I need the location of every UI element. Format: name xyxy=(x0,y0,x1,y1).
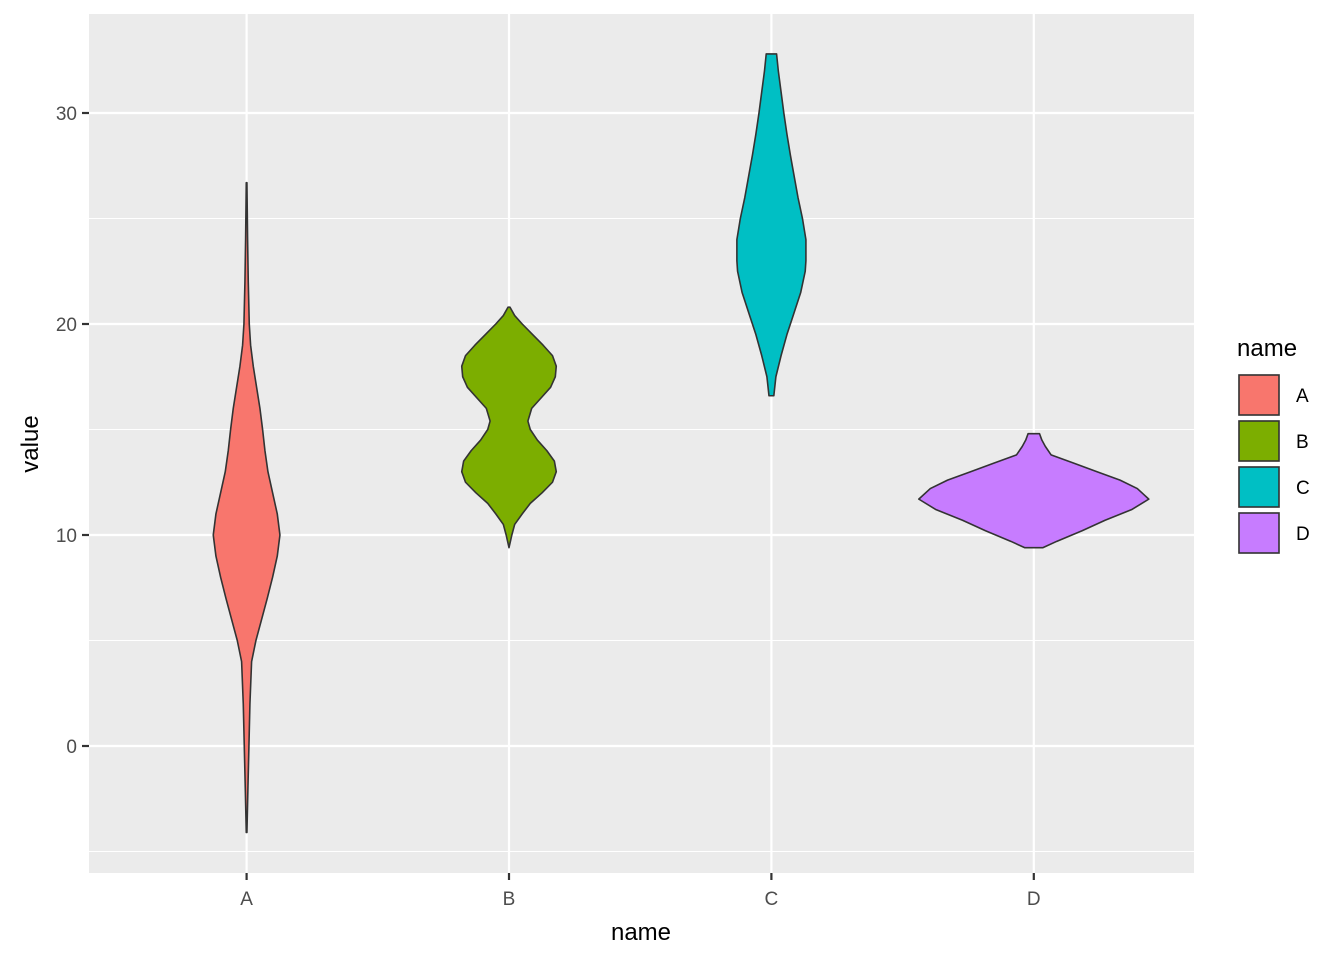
y-tick-label: 10 xyxy=(56,526,77,547)
y-tick-label: 0 xyxy=(66,737,77,758)
violin-b xyxy=(460,306,558,549)
y-tick-label: 30 xyxy=(56,104,77,125)
x-tick-label: A xyxy=(240,889,253,910)
legend-swatch-d xyxy=(1238,512,1280,554)
legend-label-d: D xyxy=(1296,524,1310,545)
legend-label-a: A xyxy=(1296,386,1309,407)
minor-gridlines xyxy=(89,217,1194,853)
x-tick-label: C xyxy=(765,889,779,910)
x-tick-label: B xyxy=(503,889,516,910)
y-axis-ticks: 0 10 20 30 xyxy=(56,104,89,758)
y-axis-title: value xyxy=(17,415,44,472)
legend-label-b: B xyxy=(1296,432,1309,453)
legend-swatch-a xyxy=(1238,374,1280,416)
violin-d xyxy=(918,432,1150,549)
legend-swatch-c xyxy=(1238,466,1280,508)
plot-panel xyxy=(89,14,1194,873)
legend-swatch-b xyxy=(1238,420,1280,462)
violin-c xyxy=(736,53,807,397)
legend-title: name xyxy=(1237,335,1297,362)
x-axis-title: name xyxy=(611,919,671,946)
violin-series xyxy=(212,53,1150,834)
legend-label-c: C xyxy=(1296,478,1310,499)
y-tick-label: 20 xyxy=(56,315,77,336)
violin-a xyxy=(212,181,281,834)
x-axis-ticks: A B C D xyxy=(240,873,1041,910)
x-tick-label: D xyxy=(1027,889,1041,910)
legend: name A B C D xyxy=(1237,335,1310,554)
